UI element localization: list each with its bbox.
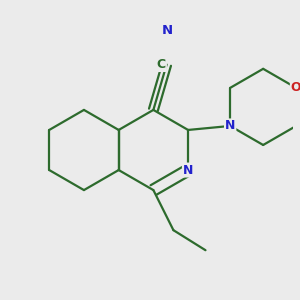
Text: N: N bbox=[225, 119, 236, 132]
Text: O: O bbox=[291, 81, 300, 94]
Text: N: N bbox=[183, 164, 193, 176]
Text: C: C bbox=[157, 58, 166, 71]
Text: N: N bbox=[161, 25, 172, 38]
